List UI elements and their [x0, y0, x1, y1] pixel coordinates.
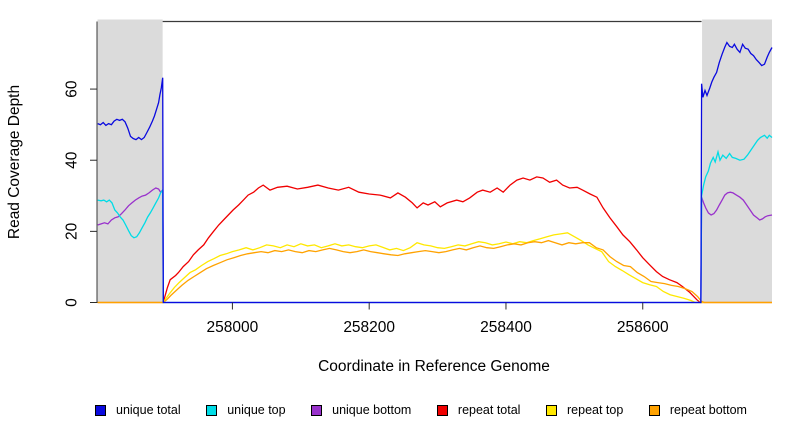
legend-item-repeat-bottom: repeat bottom — [648, 403, 747, 417]
shaded-region — [702, 19, 772, 303]
legend-item-unique-bottom: unique bottom — [311, 403, 411, 417]
legend-swatch — [95, 404, 106, 416]
series-line-unique-top — [97, 134, 773, 304]
legend-label: repeat total — [457, 403, 521, 417]
legend-item-repeat-total: repeat total — [436, 403, 521, 417]
legend-swatch — [648, 404, 660, 416]
legend-swatch — [546, 404, 557, 416]
x-tick-label: 258600 — [617, 319, 669, 336]
legend-label: repeat bottom — [669, 403, 747, 417]
legend-label: unique top — [227, 403, 286, 417]
series-line-unique-bottom — [97, 187, 773, 304]
series-line-repeat-top — [97, 232, 772, 304]
legend-label: unique bottom — [332, 403, 412, 417]
series-line-repeat-total — [97, 176, 772, 304]
x-tick-label: 258000 — [207, 319, 259, 336]
y-axis-title: Read Coverage Depth — [6, 85, 23, 239]
legend-swatch — [311, 404, 323, 416]
x-tick-label: 258200 — [343, 319, 395, 336]
y-tick-label: 40 — [64, 151, 81, 169]
plot-box-layer — [90, 20, 772, 303]
x-tick-label: 258400 — [480, 319, 532, 336]
legend-swatch — [206, 404, 218, 416]
y-tick-label: 20 — [64, 222, 81, 240]
x-axis-title: Coordinate in Reference Genome — [318, 358, 550, 375]
shaded-regions-layer — [97, 19, 772, 303]
legend-label: repeat top — [567, 403, 624, 417]
legend-item-repeat-top: repeat top — [546, 403, 623, 417]
series-line-unique-total — [97, 41, 773, 304]
legend-item-unique-total: unique total — [95, 403, 181, 417]
legend-label: unique total — [116, 403, 181, 417]
series-line-repeat-bottom — [97, 239, 772, 304]
axis-ticks-layer: 258000 258200 258400 258600 0 20 40 60 — [64, 80, 669, 336]
legend-swatch — [436, 404, 448, 416]
shaded-region — [97, 19, 163, 303]
series-lines-layer — [97, 41, 773, 304]
y-tick-label: 0 — [64, 298, 81, 307]
legend: unique total unique top unique bottom repea… — [95, 400, 747, 420]
legend-item-unique-top: unique top — [206, 403, 286, 417]
y-tick-label: 60 — [64, 80, 81, 98]
